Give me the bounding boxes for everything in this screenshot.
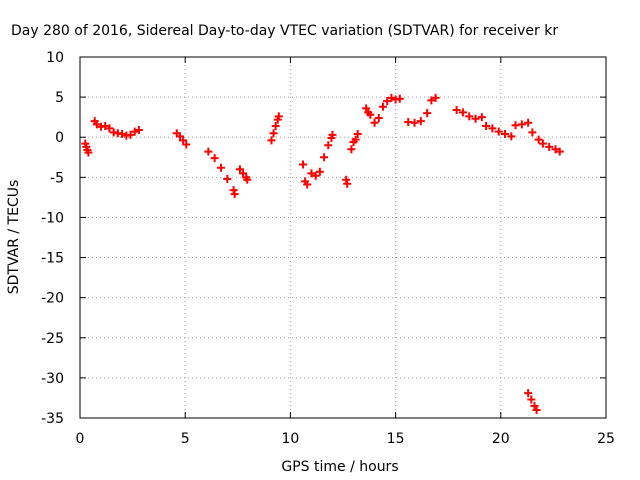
data-point <box>235 165 244 174</box>
data-point <box>210 154 219 163</box>
y-tick-label: -10 <box>41 210 64 226</box>
data-point <box>223 174 232 183</box>
x-tick-label: 5 <box>181 431 190 447</box>
data-point <box>383 97 392 106</box>
data-point <box>458 108 467 117</box>
data-point <box>416 117 425 126</box>
data-point <box>494 127 503 136</box>
data-point <box>465 112 474 121</box>
data-point <box>320 153 329 162</box>
plot-frame <box>79 56 607 419</box>
data-point <box>471 114 480 123</box>
y-tick-label: -5 <box>50 170 64 186</box>
data-point <box>374 113 383 122</box>
data-point <box>230 190 239 199</box>
x-tick-label: 10 <box>281 431 299 447</box>
data-point <box>126 130 135 139</box>
y-tick-label: -20 <box>41 291 64 307</box>
x-axis-label: GPS time / hours <box>281 459 398 475</box>
data-point <box>315 167 324 176</box>
data-point <box>105 124 114 133</box>
data-point <box>204 147 213 156</box>
data-point <box>342 175 351 184</box>
y-tick-label: -35 <box>41 411 64 427</box>
x-tick-label: 25 <box>597 431 615 447</box>
data-point <box>507 132 516 141</box>
data-point <box>524 118 533 127</box>
data-point <box>427 96 436 105</box>
data-point <box>243 175 252 184</box>
data-point <box>545 142 554 151</box>
data-point <box>134 126 143 135</box>
data-point <box>267 136 276 145</box>
data-point <box>366 110 375 119</box>
data-point <box>84 148 93 157</box>
data-point <box>534 135 543 144</box>
x-tick-label: 0 <box>76 431 85 447</box>
data-point <box>517 120 526 129</box>
data-point <box>351 135 360 144</box>
data-point <box>92 120 101 129</box>
x-tick-label: 20 <box>492 431 510 447</box>
data-point <box>551 145 560 154</box>
data-point <box>538 139 547 148</box>
data-point <box>324 141 333 150</box>
data-point <box>488 124 497 133</box>
data-point <box>179 136 188 145</box>
data-point <box>130 127 139 136</box>
data-point <box>269 129 278 138</box>
axis-ticks <box>79 56 607 419</box>
data-point <box>216 163 225 172</box>
data-point <box>387 93 396 102</box>
data-point <box>378 102 387 111</box>
y-tick-label: 10 <box>46 50 64 66</box>
data-point <box>175 132 184 141</box>
data-point <box>524 389 533 398</box>
data-point <box>239 169 248 178</box>
data-point <box>343 179 352 188</box>
data-point <box>423 109 432 118</box>
data-point <box>311 171 320 180</box>
data-point <box>555 147 564 156</box>
data-point <box>328 130 337 139</box>
data-point <box>532 405 541 414</box>
data-point <box>395 94 404 103</box>
data-point <box>370 118 379 127</box>
data-point <box>299 160 308 169</box>
data-point <box>182 140 191 149</box>
data-point <box>452 105 461 114</box>
data-point <box>101 121 110 130</box>
data-point <box>482 121 491 130</box>
y-tick-label: -30 <box>41 371 64 387</box>
data-point <box>229 186 238 195</box>
y-tick-label: -15 <box>41 251 64 267</box>
data-point <box>530 401 539 410</box>
data-point <box>271 121 280 130</box>
grid <box>80 57 606 418</box>
y-tick-label: -25 <box>41 331 64 347</box>
data-point <box>353 130 362 139</box>
data-point <box>274 112 283 121</box>
chart-title: Day 280 of 2016, Sidereal Day-to-day VTE… <box>11 23 558 39</box>
data-point <box>477 113 486 122</box>
data-point <box>307 169 316 178</box>
y-tick-label: 0 <box>55 130 64 146</box>
data-points <box>81 93 564 414</box>
data-point <box>303 180 312 189</box>
data-point <box>347 145 356 154</box>
y-axis-label: SDTVAR / TECUs <box>6 180 22 295</box>
data-point <box>362 104 371 113</box>
data-point <box>528 128 537 137</box>
data-point <box>410 118 419 127</box>
data-point <box>431 93 440 102</box>
x-tick-label: 15 <box>387 431 405 447</box>
y-tick-label: 5 <box>55 90 64 106</box>
data-point <box>501 130 510 139</box>
data-point <box>118 130 127 139</box>
tick-labels: 0 5 10 15 20 25 10 5 0 -5 -10 -15 -20 -25 -30 -35 <box>41 50 615 447</box>
data-point <box>527 395 536 404</box>
